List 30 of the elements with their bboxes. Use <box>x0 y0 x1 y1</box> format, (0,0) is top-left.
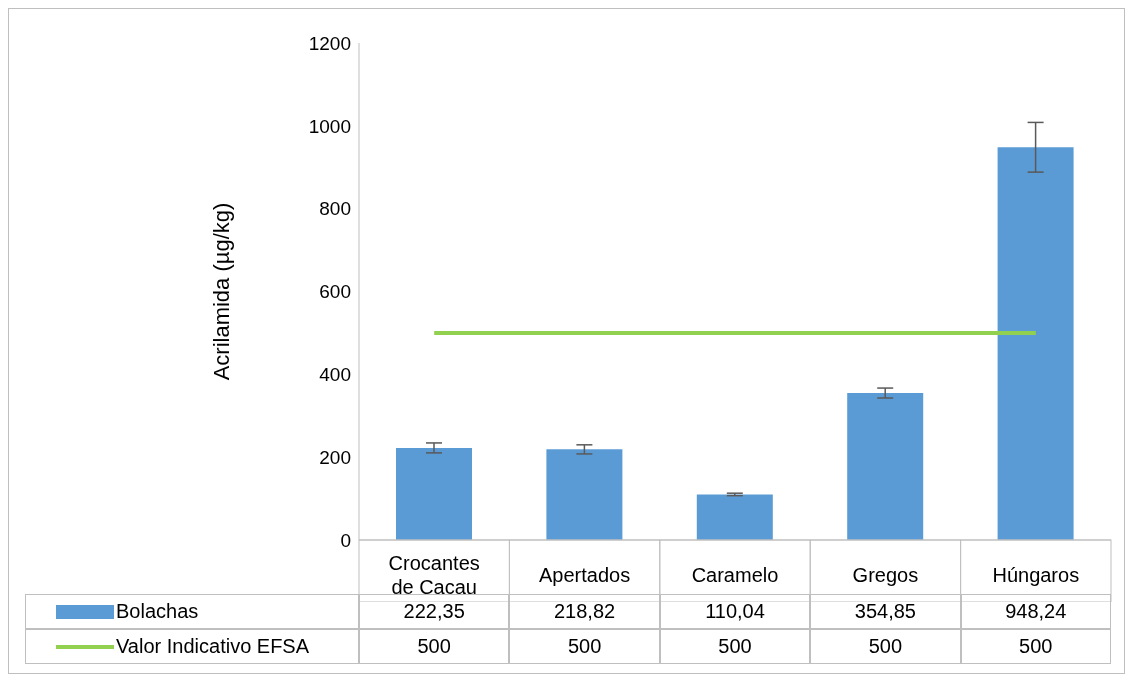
y-tick-label: 0 <box>340 529 351 551</box>
x-tick-label: Apertados <box>539 564 631 587</box>
bar <box>546 449 623 540</box>
y-tick-label: 1200 <box>308 32 351 54</box>
data-label: 500 <box>659 629 811 664</box>
y-tick-label: 600 <box>319 281 351 303</box>
data-label: 110,04 <box>659 594 811 629</box>
x-tick-label: Húngaros <box>992 564 1080 587</box>
data-label: 500 <box>960 629 1111 664</box>
x-tick-label: Gregos <box>852 564 919 587</box>
bar <box>847 393 924 540</box>
data-label: 500 <box>359 629 510 664</box>
bar <box>696 494 773 540</box>
data-label: 948,24 <box>960 594 1111 629</box>
legend-label: Bolachas <box>116 600 199 623</box>
x-tick-label: Caramelo <box>691 564 779 587</box>
data-label: 222,35 <box>403 600 465 622</box>
y-axis-title: Acrilamida (µg/kg) <box>209 202 234 381</box>
y-tick-label: 1000 <box>308 115 351 137</box>
bar <box>997 147 1074 540</box>
bar <box>396 447 472 540</box>
x-tick-label: Crocantes de Cacau <box>388 552 480 599</box>
y-tick-label: 400 <box>319 364 351 386</box>
data-label: 354,85 <box>810 594 961 629</box>
data-label: 218,82 <box>509 594 660 629</box>
y-tick-label: 800 <box>319 198 351 220</box>
data-label: 500 <box>810 629 961 664</box>
data-label: 500 <box>509 629 660 664</box>
y-tick-label: 200 <box>319 446 351 468</box>
legend-label: Valor Indicativo EFSA <box>116 635 310 658</box>
